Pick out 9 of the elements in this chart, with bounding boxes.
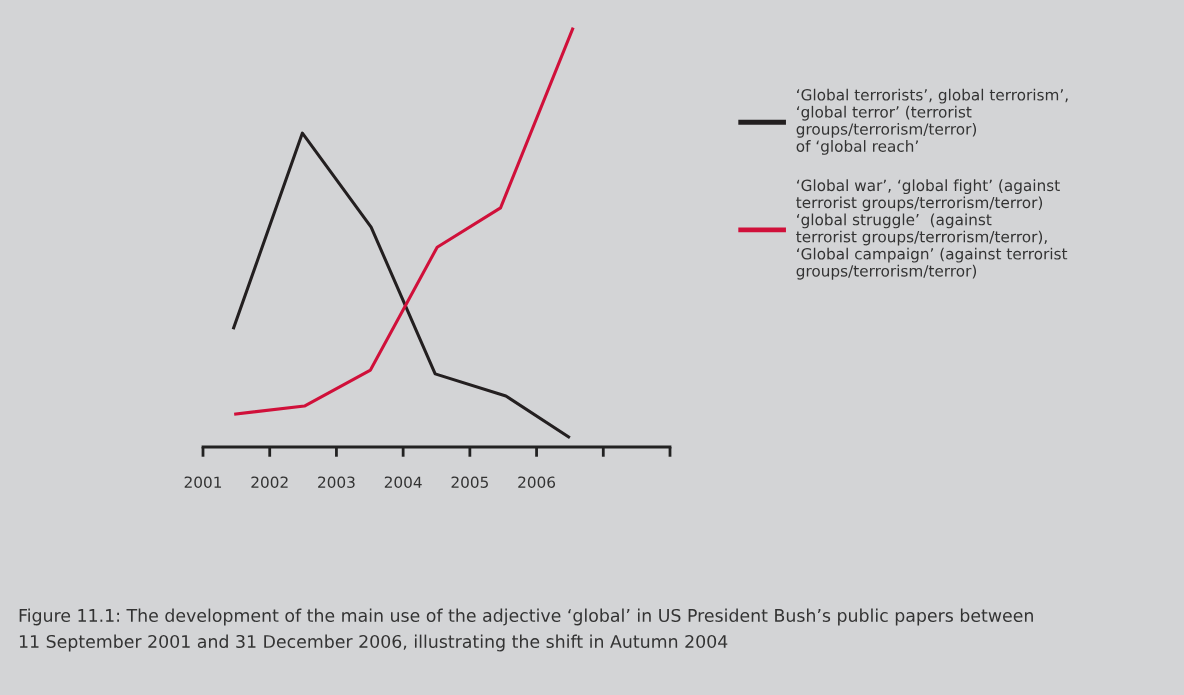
x-tick-label: 2004: [384, 476, 422, 488]
legend-label: ‘Global terrorists’, global terrorism’, ‘global terror’ (terrorist groups/terrorism/terror) of ‘global reach’: [796, 88, 1068, 155]
x-tick-label: 2006: [518, 476, 556, 488]
x-tick-label: 2002: [251, 476, 288, 488]
caption: Figure 11.1: The development of the main use of the adjective ‘global’ in US President Bush’s public papers between 11 September 2001 and 31 December 2006, illustrating the shift in Autumn 2004: [19, 608, 1033, 652]
x-tick-label: 2003: [318, 476, 355, 488]
legend-label: ‘Global war’, ‘global fight’ (against terrorist groups/terrorism/terror) ‘global struggle’ (against terrorist groups/terrorism/terror), ‘Global campaign’ (against terrorist groups/terrorism/terror): [796, 179, 1068, 280]
x-tick-label: 2005: [451, 476, 488, 488]
x-tick-label: 2001: [184, 476, 222, 488]
